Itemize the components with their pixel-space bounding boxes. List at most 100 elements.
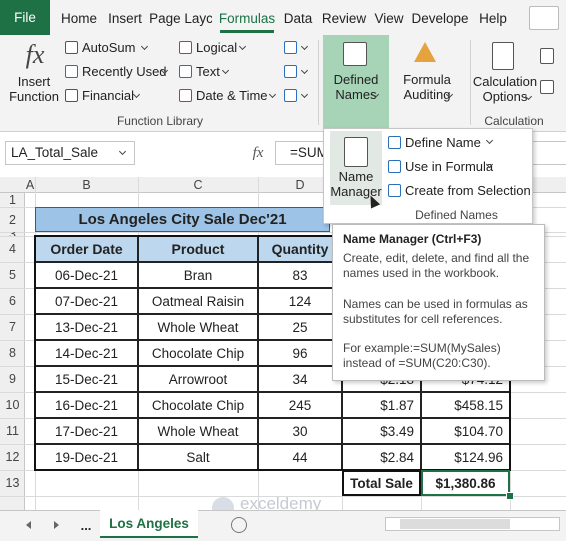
row-header: 13 xyxy=(5,476,20,490)
cancel-icon xyxy=(176,146,188,159)
icon xyxy=(179,65,192,78)
row-header-bar xyxy=(0,193,25,510)
ribbon-tab[interactable]: Data xyxy=(283,10,313,26)
ribbon-tab[interactable]: Review xyxy=(321,10,367,26)
ribbon-tab[interactable]: Help xyxy=(479,10,507,26)
icon xyxy=(540,80,554,94)
tab-scroll-right[interactable] xyxy=(54,521,59,529)
tooltip: Name Manager (Ctrl+F3) Create, edit, dele… xyxy=(332,224,545,381)
name-box[interactable]: LA_Total_Sale xyxy=(5,141,135,165)
add-sheet-button[interactable] xyxy=(231,517,247,533)
table-cell: $1.87 xyxy=(342,392,421,418)
icon xyxy=(65,89,78,102)
icon xyxy=(344,137,368,167)
row-header: 6 xyxy=(9,294,16,308)
icon xyxy=(284,65,297,78)
dropdown-arrow xyxy=(485,136,494,145)
function-button[interactable]: Recently Used xyxy=(82,64,167,79)
total-label: Total Sale xyxy=(342,470,421,496)
row-header: 12 xyxy=(5,450,20,464)
row-header: 3 xyxy=(0,232,25,236)
icon xyxy=(540,48,554,64)
icon xyxy=(65,65,78,78)
function-button[interactable]: Logical xyxy=(196,40,238,55)
table-cell: Whole Wheat xyxy=(138,418,258,444)
sheet-title: Los Angeles City Sale Dec'21 xyxy=(35,207,330,232)
row-header: 11 xyxy=(6,424,19,438)
group-label: Function Library xyxy=(116,113,204,128)
row-header: 5 xyxy=(9,268,16,282)
icon xyxy=(388,184,401,197)
ribbon-tab[interactable]: Insert xyxy=(108,10,142,26)
column-header: A xyxy=(25,178,35,192)
table-cell: Oatmeal Raisin xyxy=(138,288,258,314)
total-value[interactable]: $1,380.86 xyxy=(421,470,510,496)
row-header: 8 xyxy=(9,346,16,360)
icon xyxy=(343,42,367,66)
icon xyxy=(388,136,401,149)
tooltip-paragraph: Names can be used in formulas as substit… xyxy=(343,297,528,326)
table-header: Product xyxy=(138,236,258,262)
icon xyxy=(388,160,401,173)
ribbon-tab[interactable]: Page Layc xyxy=(150,10,212,26)
row-header: 9 xyxy=(9,372,16,386)
calculation-options-label[interactable]: Options xyxy=(482,89,528,104)
file-tab[interactable]: File xyxy=(0,0,50,35)
watermark-name: exceldemy xyxy=(240,494,322,513)
table-cell: Whole Wheat xyxy=(138,314,258,340)
function-button[interactable]: Text xyxy=(196,64,220,79)
formula-auditing-label[interactable]: Formula xyxy=(403,72,451,87)
icon xyxy=(492,42,514,70)
dropdown-item[interactable]: Create from Selection xyxy=(405,183,531,198)
table-cell: Chocolate Chip xyxy=(138,392,258,418)
insert-function-label[interactable]: Function xyxy=(9,89,59,104)
tab-scroll-left[interactable] xyxy=(26,521,31,529)
icon xyxy=(179,89,192,102)
group-label: Calculation xyxy=(484,113,544,128)
defined-names-label[interactable]: Defined xyxy=(333,72,379,87)
grid-line xyxy=(0,496,566,497)
tooltip-paragraph: For example:=SUM(MySales) instead of =SU… xyxy=(343,341,501,370)
table-cell: 245 xyxy=(258,392,342,418)
row-header: 10 xyxy=(5,398,20,412)
function-button[interactable]: Financial xyxy=(82,88,135,103)
dropdown-item[interactable]: Define Name xyxy=(405,135,481,150)
icon xyxy=(65,41,78,54)
ribbon-tab[interactable]: Home xyxy=(60,10,97,26)
defined-names-label[interactable]: Names xyxy=(335,87,377,102)
function-button[interactable]: Date & Time xyxy=(196,88,268,103)
table-cell: 30 xyxy=(258,418,342,444)
name-manager-label[interactable]: Manager xyxy=(330,184,382,199)
icon xyxy=(179,41,192,54)
icon xyxy=(284,41,297,54)
icon xyxy=(284,89,297,102)
more-sheets[interactable]: ... xyxy=(80,517,92,533)
table-header: Order Date xyxy=(35,236,138,262)
function-button[interactable]: AutoSum xyxy=(82,40,136,55)
dropdown-item[interactable]: Use in Formula xyxy=(405,159,494,174)
active-sheet-tab[interactable]: Los Angeles xyxy=(100,510,198,538)
row-header: 7 xyxy=(9,320,16,334)
group-separator xyxy=(470,40,471,125)
defined-names-dropdown: Name Manager Define Name Use in Formula Crea… xyxy=(323,128,533,224)
auditing-icon[interactable] xyxy=(414,42,436,62)
formula-fx[interactable]: fx xyxy=(252,144,264,161)
calculation-options-label[interactable]: Calculation xyxy=(472,74,538,89)
ribbon-tab[interactable]: Develope xyxy=(411,10,469,26)
row-header: 1 xyxy=(9,193,16,207)
insert-function-icon[interactable]: fx xyxy=(25,40,45,69)
ribbon-tab[interactable]: Formulas xyxy=(218,10,276,26)
insert-function-label[interactable]: Insert xyxy=(17,74,51,89)
column-header: B xyxy=(82,178,91,192)
share-button[interactable] xyxy=(529,6,559,30)
name-manager-label[interactable]: Name xyxy=(338,169,374,184)
table-cell: $3.49 xyxy=(342,418,421,444)
column-header: D xyxy=(295,178,305,192)
tab-bar xyxy=(0,0,566,35)
column-header: C xyxy=(193,178,203,192)
formula-auditing-label[interactable]: Auditing xyxy=(403,87,451,102)
ribbon-tab[interactable]: View xyxy=(374,10,404,26)
row-header: 2 xyxy=(9,212,16,227)
ribbon xyxy=(0,35,566,132)
